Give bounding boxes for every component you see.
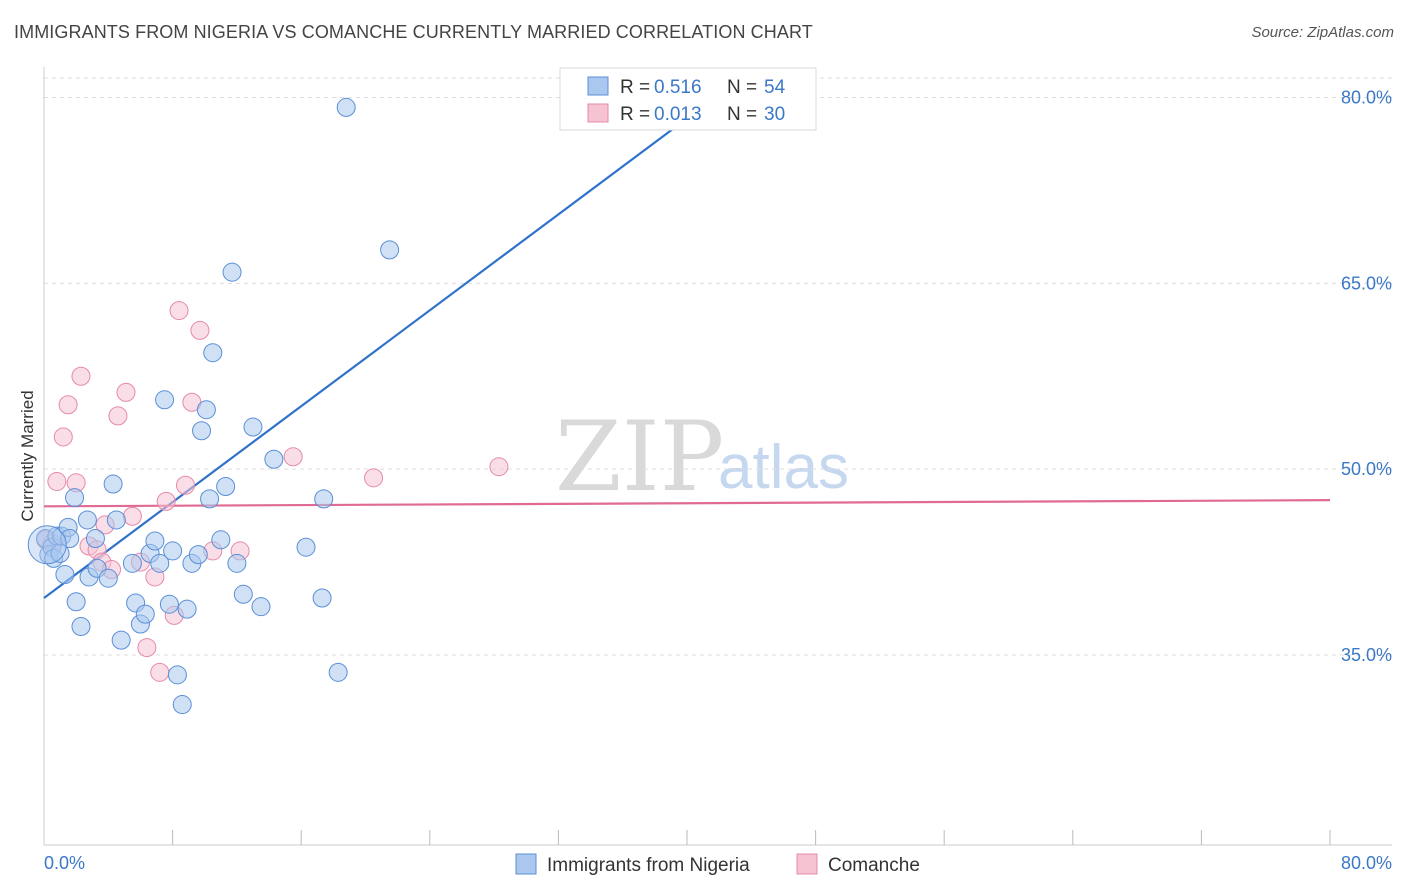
comanche-point	[122, 506, 142, 526]
nigeria-point	[314, 489, 334, 509]
y-tick-label: 50.0%	[1341, 459, 1392, 479]
trend-lines	[43, 115, 1331, 599]
nigeria-point	[98, 568, 118, 588]
legend-n-label-comanche: N =	[727, 104, 757, 125]
nigeria-point	[264, 449, 284, 469]
legend-n-label-nigeria: N =	[727, 77, 757, 98]
nigeria-point	[380, 240, 400, 260]
nigeria-point	[216, 477, 236, 497]
comanche-point	[53, 427, 73, 447]
correlation-legend: R = 0.516 N = 54 R = 0.013 N = 30	[559, 67, 817, 131]
nigeria-point	[336, 97, 356, 117]
bottom-legend-label-nigeria: Immigrants from Nigeria	[547, 855, 750, 876]
comanche-point	[108, 406, 128, 426]
legend-r-label-comanche: R =	[620, 104, 650, 125]
nigeria-point	[135, 604, 155, 624]
nigeria-points	[27, 97, 400, 715]
y-axis-title: Currently Married	[18, 390, 37, 521]
comanche-point	[47, 472, 67, 492]
comanche-point	[283, 447, 303, 467]
comanche-trend-line	[43, 499, 1331, 508]
nigeria-point	[60, 529, 80, 549]
nigeria-point	[243, 417, 263, 437]
nigeria-point	[328, 662, 348, 682]
legend-r-value-nigeria: 0.516	[654, 77, 702, 98]
comanche-point	[364, 468, 384, 488]
source-label: Source: ZipAtlas.com	[1251, 24, 1394, 41]
nigeria-point-cluster	[27, 525, 67, 565]
legend-r-value-comanche: 0.013	[654, 104, 702, 125]
nigeria-point	[65, 488, 85, 508]
nigeria-point	[227, 553, 247, 573]
nigeria-point	[233, 584, 253, 604]
nigeria-point	[312, 588, 332, 608]
nigeria-point	[211, 530, 231, 550]
x-ticks	[172, 830, 1331, 845]
nigeria-point	[163, 541, 183, 561]
nigeria-point	[55, 564, 75, 584]
nigeria-point	[145, 531, 165, 551]
nigeria-point	[159, 594, 179, 614]
nigeria-point	[172, 695, 192, 715]
x-tick-label-max: 80.0%	[1341, 853, 1392, 873]
nigeria-point	[122, 553, 142, 573]
bottom-legend-label-comanche: Comanche	[828, 855, 920, 876]
chart-title: IMMIGRANTS FROM NIGERIA VS COMANCHE CURR…	[14, 22, 813, 42]
nigeria-point	[150, 553, 170, 573]
y-tick-label: 65.0%	[1341, 273, 1392, 293]
x-tick-label-min: 0.0%	[44, 853, 85, 873]
nigeria-point	[71, 617, 91, 637]
nigeria-point	[111, 630, 131, 650]
nigeria-point	[66, 592, 86, 612]
bottom-legend-swatch-comanche	[796, 853, 818, 875]
legend-n-value-nigeria: 54	[764, 77, 786, 98]
nigeria-point	[177, 599, 197, 619]
nigeria-point	[296, 537, 316, 557]
comanche-point	[150, 662, 170, 682]
nigeria-point	[222, 262, 242, 282]
legend-swatch-nigeria	[587, 76, 609, 96]
legend-swatch-comanche	[587, 103, 609, 123]
comanche-point	[116, 382, 136, 402]
comanche-point	[58, 395, 78, 415]
legend-n-value-comanche: 30	[764, 104, 785, 125]
comanche-point	[489, 457, 509, 477]
nigeria-trend-line	[43, 115, 691, 599]
nigeria-point	[192, 421, 212, 441]
series-legend: Immigrants from Nigeria Comanche	[515, 853, 920, 876]
nigeria-point	[85, 529, 105, 549]
comanche-point	[137, 638, 157, 658]
nigeria-point	[188, 545, 208, 565]
nigeria-point	[106, 510, 126, 530]
nigeria-point	[103, 474, 123, 494]
watermark-zip: ZIP	[555, 401, 724, 513]
watermark-atlas: atlas	[718, 433, 849, 502]
nigeria-point	[77, 510, 97, 530]
y-tick-labels: 35.0% 50.0% 65.0% 80.0%	[1341, 88, 1392, 666]
nigeria-point	[251, 597, 271, 617]
axes	[43, 67, 1392, 846]
nigeria-point	[155, 390, 175, 410]
comanche-point	[71, 366, 91, 386]
y-tick-label: 80.0%	[1341, 88, 1392, 108]
nigeria-point	[196, 400, 216, 420]
comanche-point	[175, 475, 195, 495]
y-tick-label: 35.0%	[1341, 645, 1392, 665]
nigeria-point	[203, 343, 223, 363]
comanche-point	[169, 301, 189, 321]
nigeria-point	[167, 665, 187, 685]
comanche-point	[190, 320, 210, 340]
comanche-point	[156, 491, 176, 511]
gridlines	[44, 77, 1392, 656]
legend-r-label-nigeria: R =	[620, 77, 650, 98]
nigeria-point	[200, 489, 220, 509]
bottom-legend-swatch-nigeria	[515, 853, 537, 875]
